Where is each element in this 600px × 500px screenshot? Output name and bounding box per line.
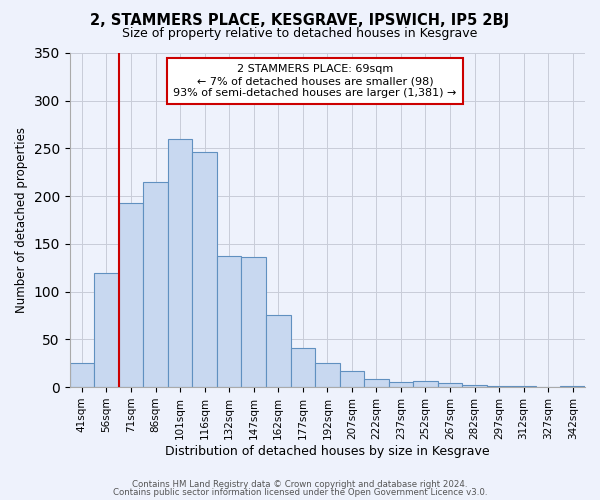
- Bar: [143, 182, 168, 387]
- Bar: [315, 363, 340, 387]
- Bar: [168, 139, 193, 387]
- Bar: [560, 386, 585, 387]
- Bar: [217, 256, 241, 387]
- Bar: [389, 382, 413, 387]
- Bar: [290, 348, 315, 387]
- Text: Size of property relative to detached houses in Kesgrave: Size of property relative to detached ho…: [122, 28, 478, 40]
- Bar: [70, 363, 94, 387]
- X-axis label: Distribution of detached houses by size in Kesgrave: Distribution of detached houses by size …: [165, 444, 490, 458]
- Bar: [94, 272, 119, 387]
- Y-axis label: Number of detached properties: Number of detached properties: [15, 127, 28, 313]
- Bar: [413, 382, 438, 387]
- Bar: [193, 152, 217, 387]
- Bar: [364, 378, 389, 387]
- Text: Contains HM Land Registry data © Crown copyright and database right 2024.: Contains HM Land Registry data © Crown c…: [132, 480, 468, 489]
- Bar: [511, 386, 536, 387]
- Bar: [462, 385, 487, 387]
- Text: 2 STAMMERS PLACE: 69sqm
← 7% of detached houses are smaller (98)
93% of semi-det: 2 STAMMERS PLACE: 69sqm ← 7% of detached…: [173, 64, 457, 98]
- Text: 2, STAMMERS PLACE, KESGRAVE, IPSWICH, IP5 2BJ: 2, STAMMERS PLACE, KESGRAVE, IPSWICH, IP…: [91, 12, 509, 28]
- Bar: [119, 203, 143, 387]
- Text: Contains public sector information licensed under the Open Government Licence v3: Contains public sector information licen…: [113, 488, 487, 497]
- Bar: [241, 258, 266, 387]
- Bar: [438, 384, 462, 387]
- Bar: [487, 386, 511, 387]
- Bar: [266, 314, 290, 387]
- Bar: [340, 371, 364, 387]
